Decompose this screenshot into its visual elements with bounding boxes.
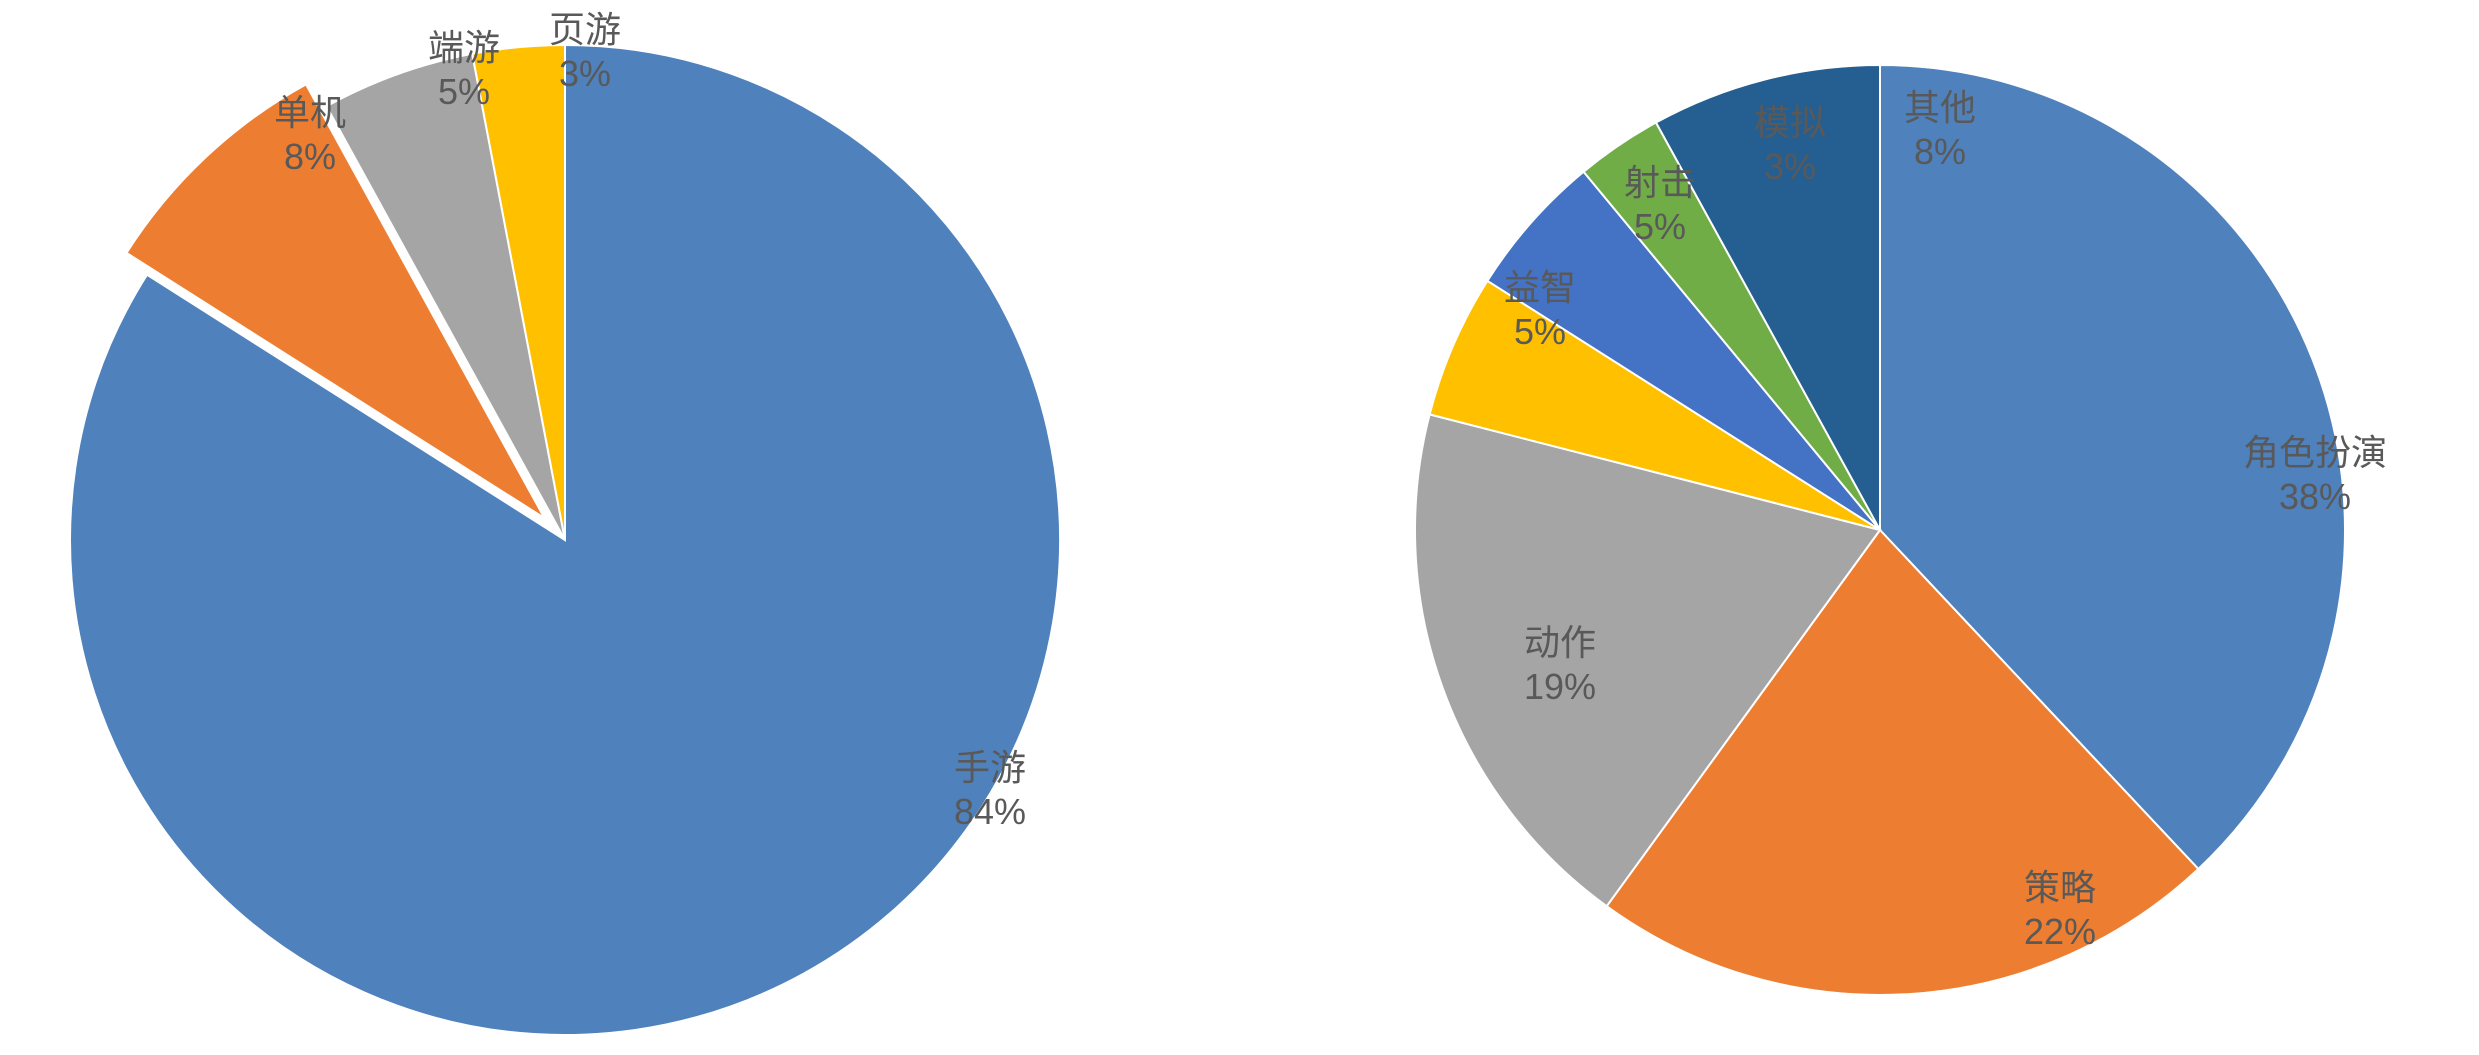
right-pie-label-pct-1: 22%: [2023, 911, 2095, 952]
left-pie-label-pct-0: 84%: [953, 791, 1025, 832]
left-pie-label-name-1: 单机: [273, 92, 345, 133]
left-pie-label-pct-3: 3%: [558, 53, 610, 94]
right-pie-label-name-6: 其他: [1903, 87, 1975, 128]
left-pie-slices: [70, 45, 1060, 1035]
left-pie-label-pct-1: 8%: [283, 136, 335, 177]
left-pie-label-name-3: 页游: [548, 9, 620, 50]
right-pie-label-name-5: 模拟: [1753, 102, 1825, 143]
left-pie-label-name-2: 端游: [427, 27, 499, 68]
right-pie-label-name-0: 角色扮演: [2242, 432, 2386, 473]
right-pie-label-name-2: 动作: [1523, 622, 1595, 663]
right-pie-slices: [1415, 65, 2345, 995]
left-pie-label-pct-2: 5%: [437, 71, 489, 112]
right-pie-label-pct-5: 3%: [1763, 146, 1815, 187]
right-pie-label-pct-3: 5%: [1513, 311, 1565, 352]
right-pie-chart: 角色扮演38%策略22%动作19%益智5%射击5%模拟3%其他8%: [1240, 0, 2479, 1055]
right-pie-label-pct-0: 38%: [2278, 476, 2350, 517]
right-pie-label-name-1: 策略: [2023, 867, 2095, 908]
left-pie-label-name-0: 手游: [953, 747, 1025, 788]
charts-container: 手游84%单机8%端游5%页游3% 角色扮演38%策略22%动作19%益智5%射…: [0, 0, 2479, 1055]
right-pie-label-name-4: 射击: [1623, 162, 1695, 203]
right-pie-label-pct-2: 19%: [1523, 666, 1595, 707]
left-pie-chart: 手游84% 单机8% 端游5% 页游3%: [0, 0, 1240, 1055]
left-pie-wrap: 手游84% 单机8% 端游5% 页游3%: [0, 0, 1240, 1055]
right-pie-label-pct-4: 5%: [1633, 206, 1685, 247]
right-pie-wrap: 角色扮演38%策略22%动作19%益智5%射击5%模拟3%其他8%: [1240, 0, 2479, 1055]
right-pie-label-name-3: 益智: [1503, 267, 1575, 308]
right-pie-label-pct-6: 8%: [1913, 131, 1965, 172]
